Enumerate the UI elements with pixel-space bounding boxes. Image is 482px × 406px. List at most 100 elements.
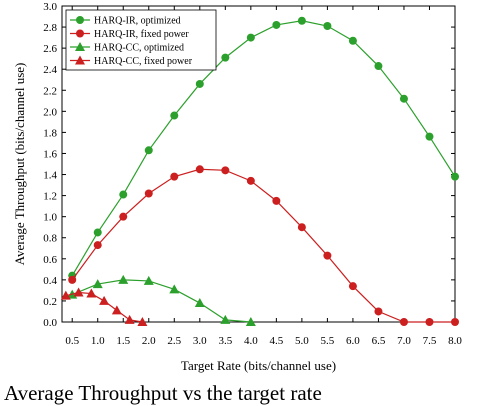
y-tick-label: 2.6 (43, 43, 57, 55)
y-tick-label: 1.8 (43, 127, 57, 139)
series-3-point (143, 275, 154, 285)
series-1-point (170, 111, 179, 120)
series-3-point (118, 274, 129, 284)
series-4-point (124, 314, 135, 324)
series-3-point (92, 279, 103, 289)
x-tick-label: 7.5 (423, 335, 437, 347)
x-tick-label: 7.0 (397, 335, 411, 347)
series-4-point (99, 295, 110, 305)
x-tick-label: 1.0 (91, 335, 105, 347)
y-tick-label: 0.4 (43, 275, 57, 287)
series-4 (60, 287, 148, 326)
series-3-point (245, 317, 256, 326)
x-tick-label: 5.5 (321, 335, 335, 347)
x-tick-label: 2.5 (167, 335, 181, 347)
legend-marker (76, 29, 84, 38)
series-2-point (272, 196, 281, 205)
series-2 (68, 165, 459, 326)
series-1-point (297, 16, 306, 25)
legend: HARQ-IR, optimized HARQ-IR, fixed power HA… (65, 9, 217, 71)
series-2-point (246, 176, 255, 185)
y-tick-label: 1.4 (43, 170, 57, 182)
series-1-point (272, 20, 281, 29)
x-tick-label: 4.5 (269, 335, 283, 347)
series-3-point (169, 284, 180, 294)
series-2-point (93, 241, 102, 250)
x-tick-label: 4.0 (244, 335, 258, 347)
series-3 (67, 274, 256, 326)
legend-marker (76, 16, 84, 24)
x-axis-label: Target Rate (bits/channel use) (181, 358, 336, 373)
y-tick-label: 0.8 (43, 233, 57, 245)
legend-label: HARQ-IR, optimized (94, 16, 181, 27)
series-group (60, 16, 459, 326)
series-3-point (194, 298, 205, 308)
series-2-point (399, 318, 408, 326)
series-4-point (137, 317, 148, 326)
x-tick-label: 3.5 (218, 335, 232, 347)
x-tick-label: 8.0 (448, 335, 462, 347)
series-3-point (220, 314, 231, 324)
series-2-point (323, 251, 332, 260)
series-2-point (170, 172, 179, 181)
y-tick-label: 2.2 (43, 85, 57, 97)
y-tick-label: 1.6 (43, 148, 57, 160)
legend-label: HARQ-CC, optimized (94, 43, 184, 54)
series-2-point (119, 212, 128, 221)
y-axis-label: Average Throughput (bits/channel use) (12, 63, 27, 266)
y-tick-label: 0.0 (43, 317, 57, 329)
series-2-point (374, 307, 383, 316)
series-3-line (71, 279, 251, 323)
series-2-line (71, 168, 455, 323)
legend-marker (75, 55, 85, 65)
series-2-point (195, 165, 204, 174)
y-tick-label: 2.4 (43, 64, 57, 76)
x-axis: 0.5 1.0 1.5 2.0 2.5 3.0 3.5 4.0 4.5 5.0 5.5 6.0 6.5 7… (65, 6, 462, 347)
series-2-point (297, 223, 306, 232)
x-tick-label: 6.5 (372, 335, 386, 347)
x-tick-label: 3.0 (193, 335, 207, 347)
throughput-chart: 0.0 0.2 0.4 0.6 0.8 1.0 1.2 1.4 1.6 1.8 2.0 2.2 2.4 2… (12, 1, 462, 373)
y-tick-label: 0.2 (43, 296, 57, 308)
series-1-point (348, 36, 357, 45)
x-tick-label: 1.5 (116, 335, 130, 347)
series-1-line (71, 20, 456, 276)
series-1-point (119, 190, 128, 199)
series-1-point (323, 22, 332, 31)
series-2-point (68, 275, 77, 284)
series-2-point (348, 282, 357, 291)
y-tick-label: 0.6 (43, 254, 57, 266)
series-1-point (451, 172, 459, 181)
legend-label: HARQ-CC, fixed power (94, 56, 193, 67)
y-axis: 0.0 0.2 0.4 0.6 0.8 1.0 1.2 1.4 1.6 1.8 2.0 2.2 2.4 2… (43, 1, 455, 329)
series-4-point (60, 290, 71, 300)
series-1-point (399, 94, 408, 103)
series-4-point (111, 305, 122, 315)
figure-caption: Average Throughput vs the target rate (4, 381, 322, 405)
x-tick-label: 6.0 (346, 335, 360, 347)
series-2-point (221, 166, 230, 175)
series-1-point (374, 62, 383, 71)
legend-box (65, 9, 217, 71)
series-1-point (221, 53, 230, 62)
x-tick-label: 0.5 (65, 335, 79, 347)
legend-label: HARQ-IR, fixed power (94, 29, 189, 40)
series-1-point (195, 79, 204, 88)
series-2-point (451, 318, 459, 326)
series-1-point (425, 132, 434, 141)
series-1-point (144, 146, 153, 155)
y-tick-label: 2.0 (43, 106, 57, 118)
plot-border (61, 5, 456, 323)
y-tick-label: 2.8 (43, 22, 57, 34)
series-4-point (73, 287, 84, 297)
series-4-point (86, 288, 97, 298)
y-tick-label: 1.2 (43, 191, 57, 203)
series-1-point (93, 228, 102, 237)
x-tick-label: 5.0 (295, 335, 309, 347)
series-2-point (144, 189, 153, 198)
plot-frame (61, 5, 456, 323)
series-2-point (425, 318, 434, 326)
series-1 (68, 16, 459, 280)
series-1-point (246, 33, 255, 42)
y-tick-label: 1.0 (43, 212, 57, 224)
